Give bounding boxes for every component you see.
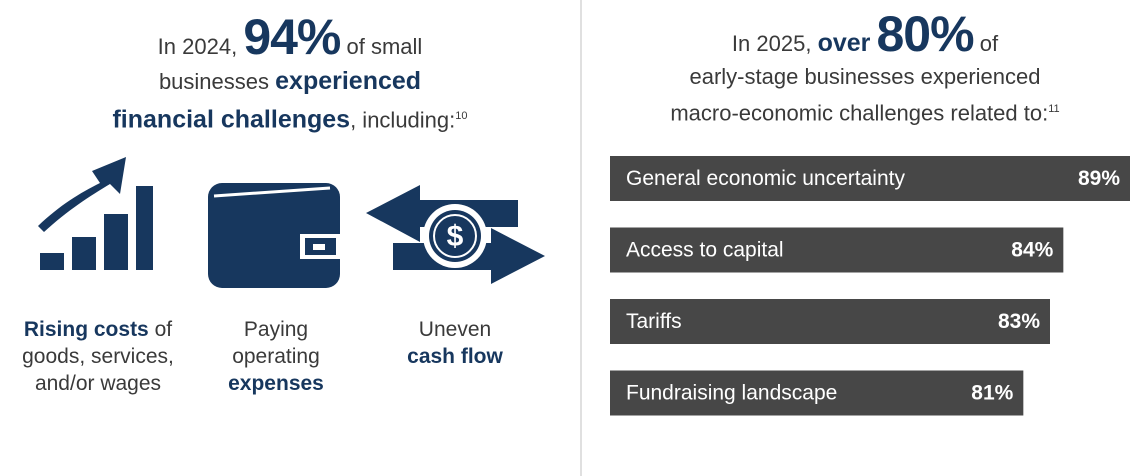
cash-flow-icon: $ — [366, 185, 545, 284]
bar — [610, 370, 1024, 416]
emphasis: financial challenges — [112, 105, 351, 134]
stat: 94% — [243, 9, 341, 65]
rising-costs-icon — [38, 157, 153, 270]
category-label: Access to capital — [626, 239, 784, 262]
wallet-icon — [208, 183, 340, 288]
caption: Rising costs of goods, services, and/or … — [8, 316, 188, 397]
svg-text:$: $ — [447, 220, 464, 253]
caption: Paying operating expenses — [186, 316, 366, 397]
text: of — [979, 31, 999, 56]
bar — [610, 227, 1064, 273]
text: of goods, services, and/or wages — [22, 318, 174, 395]
emphasis: experienced — [275, 67, 422, 95]
left-headline: In 2024, 94% of small businesses experie… — [40, 12, 540, 137]
emphasis: expenses — [228, 372, 324, 395]
text: macro-economic challenges related to: — [670, 100, 1049, 126]
emphasis: Rising costs — [23, 318, 149, 341]
bar — [610, 156, 1130, 201]
value-label: 84% — [1011, 239, 1053, 262]
footnote: 10 — [455, 110, 468, 122]
category-label: General economic uncertainty — [626, 167, 905, 190]
value-label: 89% — [1078, 167, 1120, 190]
text: , including: — [350, 107, 456, 133]
category-label: Fundraising landscape — [626, 382, 837, 405]
text: Paying operating — [232, 318, 320, 368]
caption: Uneven cash flow — [365, 316, 545, 370]
text: early-stage businesses experienced — [689, 64, 1041, 89]
text: businesses — [158, 69, 270, 94]
text: In 2025, — [731, 31, 812, 56]
bar — [610, 299, 1050, 344]
text: In 2024, — [157, 34, 238, 59]
text: of small — [346, 34, 423, 59]
emphasis: over — [817, 29, 871, 57]
stat: 80% — [876, 6, 975, 62]
right-headline: In 2025, over 80% of early-stage busines… — [600, 9, 1130, 129]
value-label: 83% — [998, 310, 1040, 333]
value-label: 81% — [971, 382, 1013, 405]
emphasis: cash flow — [407, 345, 503, 368]
text: Uneven — [418, 318, 492, 341]
footnote: 11 — [1048, 103, 1060, 115]
category-label: Tariffs — [626, 310, 682, 333]
